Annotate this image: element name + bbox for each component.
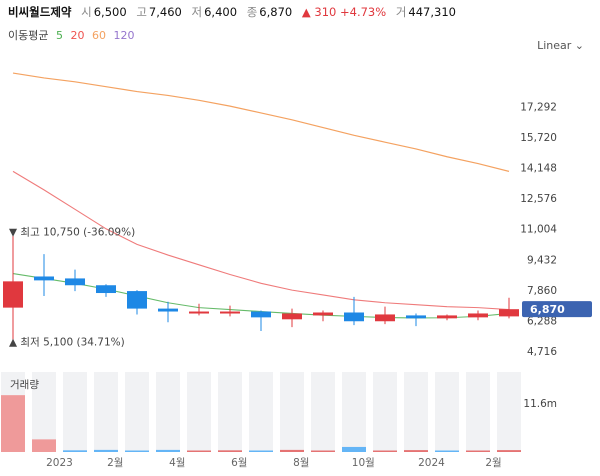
price-change: ▲ 310 (301, 5, 337, 19)
volume-column-bg (435, 372, 459, 452)
volume-bar (218, 450, 242, 452)
ma5-legend: 5 (55, 29, 63, 42)
volume-column-bg (187, 372, 211, 452)
volume-column-bg (249, 372, 273, 452)
x-tick-label: 2024 (418, 457, 445, 469)
volume-bar (63, 450, 87, 452)
candle-body (3, 281, 23, 308)
candle-body (344, 312, 364, 322)
scale-label: Linear (537, 39, 572, 52)
volume-title: 거래량 (10, 379, 39, 391)
current-price-label: 6,870 (530, 303, 565, 316)
x-tick-label: 8월 (293, 457, 309, 469)
candle-body (189, 311, 209, 314)
candle-body (251, 311, 271, 318)
volume-bar (311, 450, 335, 452)
y-tick-label: 7,860 (527, 285, 557, 297)
volume-bar (342, 446, 366, 452)
y-tick-label: 14,148 (520, 163, 557, 175)
price-change-percent: +4.73% (340, 5, 387, 19)
stock-header: 비씨월드제약 시 6,500 고 7,460 저 6,400 종 6,870 ▲ 310… (8, 4, 462, 20)
x-tick-label: 2월 (107, 457, 123, 469)
candle-body (468, 313, 488, 318)
min-price-marker: ▲ 최저 5,100 (34.71%) (9, 337, 125, 349)
x-tick-label: 2023 (46, 457, 73, 469)
chevron-down-icon: ⌄ (574, 39, 584, 52)
y-tick-label: 4,716 (527, 346, 557, 358)
x-tick-label: 2월 (485, 457, 501, 469)
low-label: 저 (191, 5, 203, 19)
volume-bar (187, 450, 211, 452)
volume-column-bg (280, 372, 304, 452)
candle-body (127, 291, 147, 309)
y-tick-label: 9,432 (527, 254, 557, 266)
close-label: 종 (246, 5, 258, 19)
ma20-legend: 20 (70, 29, 85, 42)
volume-bar (94, 449, 118, 452)
volume-bar (32, 439, 56, 452)
volume-column-bg (373, 372, 397, 452)
candle-body (34, 276, 54, 281)
y-tick-label: 11,004 (520, 224, 557, 236)
volume-bar (280, 449, 304, 452)
current-price-tag (522, 301, 592, 318)
y-tick-label: 15,720 (520, 132, 557, 144)
candle-body (65, 278, 85, 286)
ma120-legend: 120 (113, 29, 135, 42)
volume-column-bg (218, 372, 242, 452)
high-label: 고 (136, 5, 147, 19)
ma60-line (12, 72, 510, 172)
close-value: 6,870 (259, 5, 293, 19)
stock-name: 비씨월드제약 (8, 5, 72, 19)
volume-bar (435, 450, 459, 452)
y-tick-label: 12,576 (520, 193, 557, 205)
candle-body (406, 315, 426, 319)
open-value: 6,500 (93, 5, 127, 19)
volume-tick-label: 11.6m (523, 398, 557, 410)
volume-column-bg (497, 372, 521, 452)
volume-column-bg (32, 372, 56, 452)
volume-column-bg (125, 372, 149, 452)
candle-body (375, 314, 395, 322)
low-value: 6,400 (204, 5, 238, 19)
y-tick-label: 17,292 (520, 101, 557, 113)
scale-dropdown[interactable]: Linear ⌄ (537, 39, 584, 52)
volume-column-bg (404, 372, 428, 452)
volume-column-bg (156, 372, 180, 452)
volume-column-bg (311, 372, 335, 452)
candle-body (313, 312, 333, 316)
ma20-line (12, 170, 510, 311)
moving-average-legend[interactable]: 이동평균 5 20 60 120 (8, 27, 138, 43)
candle-body (437, 315, 457, 319)
candle-body (158, 308, 178, 312)
x-tick-label: 4월 (169, 457, 185, 469)
max-price-marker: ▼ 최고 10,750 (-36.09%) (9, 227, 135, 239)
candle-body (499, 309, 519, 317)
volume-bar (125, 450, 149, 452)
high-value: 7,460 (148, 5, 182, 19)
candle-body (96, 285, 116, 294)
volume-bar (497, 450, 521, 452)
volume-label: 거 (395, 5, 407, 19)
volume-bar (373, 450, 397, 452)
x-tick-label: 6월 (231, 457, 247, 469)
x-tick-label: 10월 (352, 457, 375, 469)
ma60-legend: 60 (91, 29, 106, 42)
volume-column-bg (466, 372, 490, 452)
volume-bar (156, 449, 180, 452)
ma-legend-label: 이동평균 (8, 29, 49, 42)
candle-body (220, 311, 240, 314)
volume-column-bg (94, 372, 118, 452)
volume-column-bg (342, 372, 366, 452)
volume-bar (1, 395, 25, 452)
y-tick-label: 6,288 (527, 316, 557, 328)
volume-column-bg (63, 372, 87, 452)
volume-bar (404, 450, 428, 452)
volume-bar (466, 450, 490, 452)
open-label: 시 (81, 5, 92, 19)
candle-body (282, 313, 302, 320)
volume-value: 447,310 (408, 5, 456, 19)
volume-bar (249, 450, 273, 452)
